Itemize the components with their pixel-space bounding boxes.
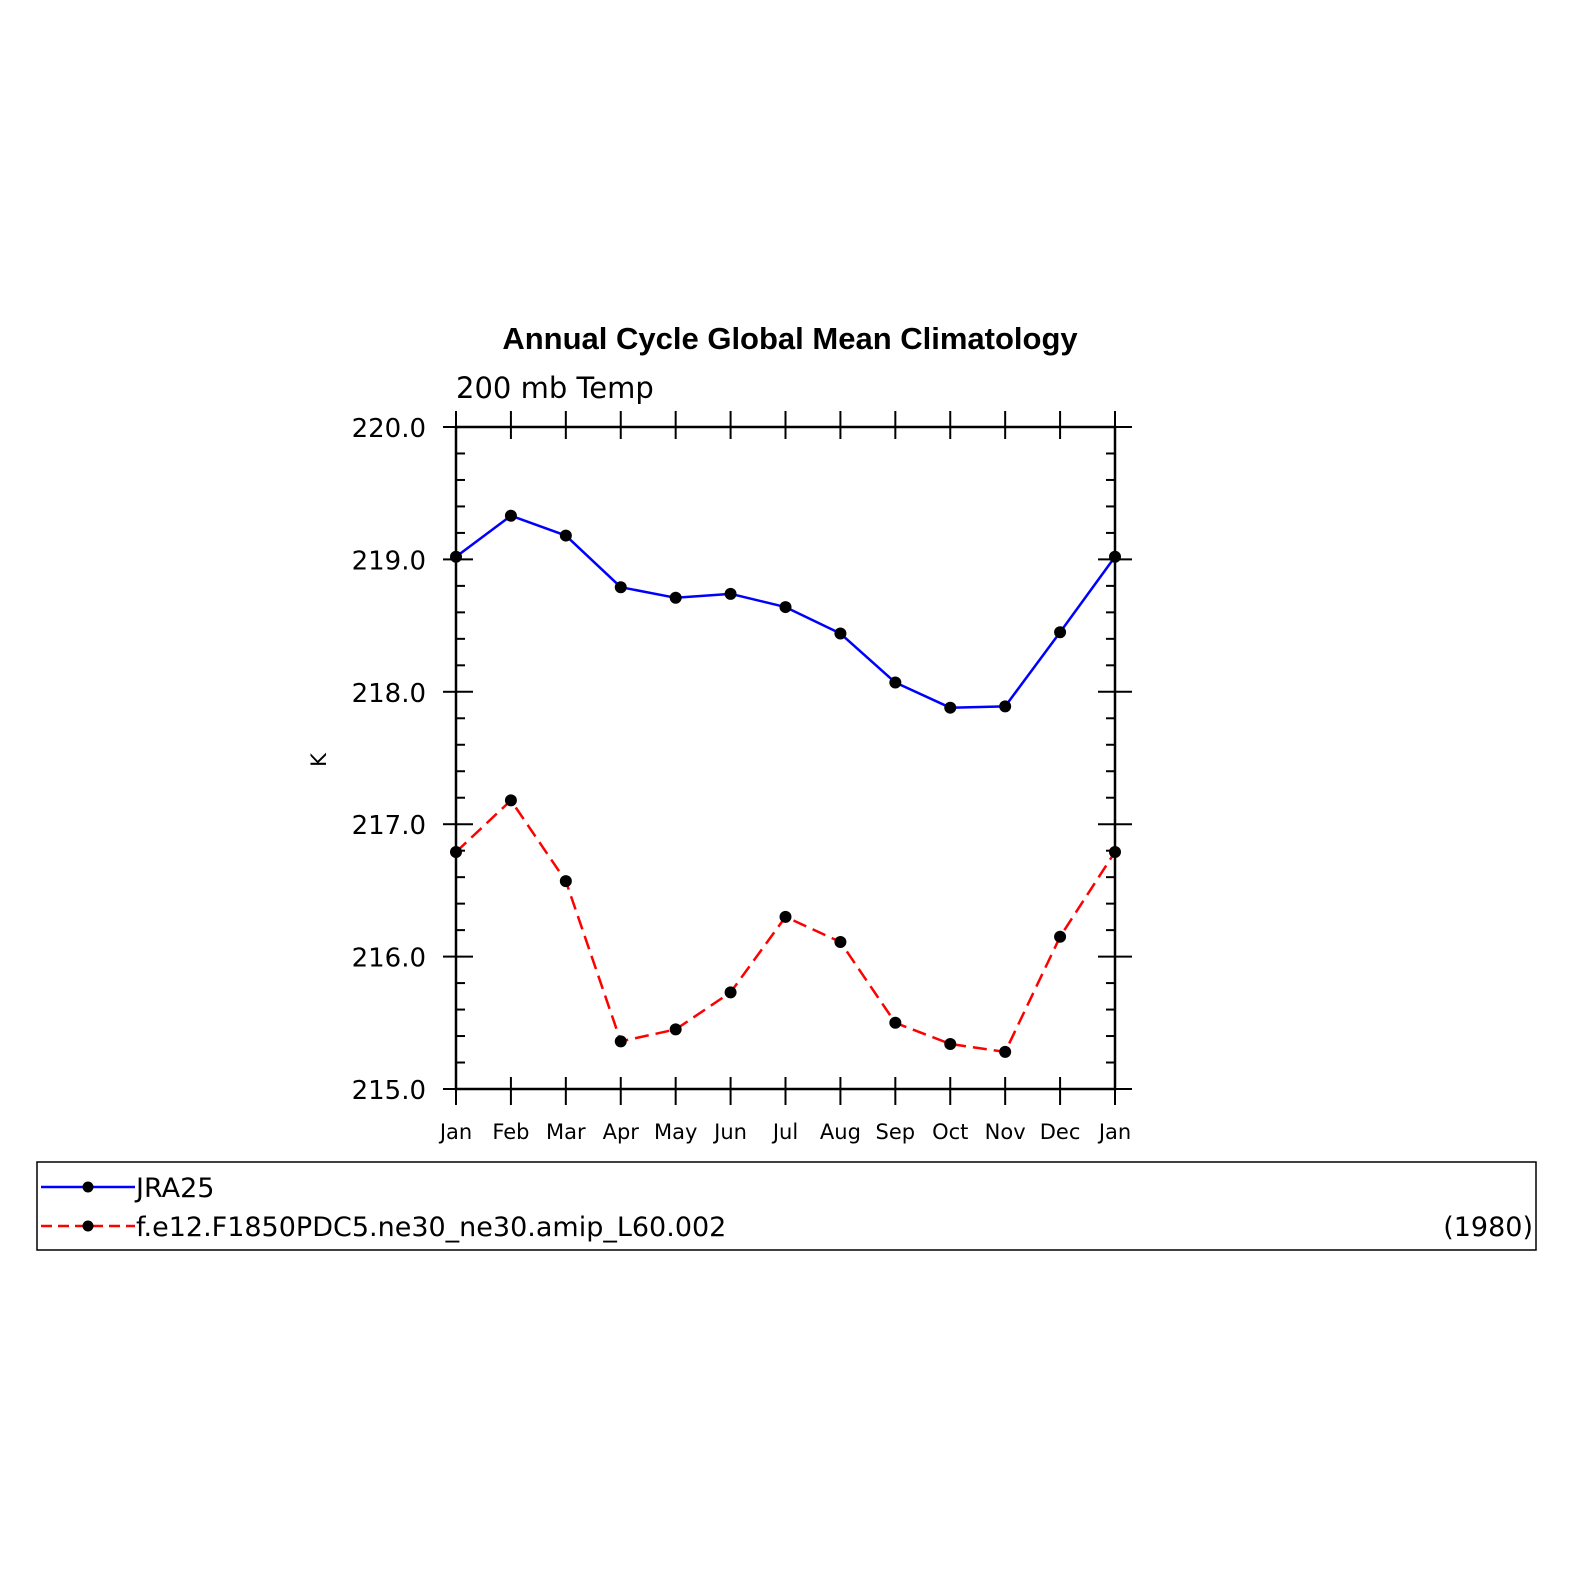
x-tick-label: Jan <box>438 1120 472 1144</box>
series-2-point <box>944 1037 957 1050</box>
x-tick-label: Aug <box>820 1120 861 1144</box>
series-2-point <box>1109 846 1121 859</box>
x-tick-label: Dec <box>1040 1120 1081 1144</box>
series-2-point <box>999 1045 1012 1058</box>
y-axis-label: K <box>307 752 331 767</box>
series-1-point <box>450 550 462 563</box>
legend-box <box>36 1161 1537 1251</box>
x-tick-label: Jan <box>1097 1120 1131 1144</box>
y-tick-label: 219.0 <box>352 546 426 576</box>
series-2-point <box>834 936 847 949</box>
series-2-point <box>559 875 572 888</box>
series-1-point <box>999 700 1012 713</box>
x-tick-label: Jul <box>771 1120 798 1144</box>
series-2-point <box>614 1035 627 1048</box>
legend-marker-series-2 <box>82 1220 94 1232</box>
x-tick-label: Oct <box>932 1120 968 1144</box>
series-1-point <box>779 601 792 614</box>
series-1-point <box>559 529 572 542</box>
series-2-point <box>669 1023 682 1036</box>
plot-frame <box>454 425 1117 1091</box>
x-tick-label: Feb <box>492 1120 529 1144</box>
series-1-point <box>669 591 682 604</box>
chart-title: Annual Cycle Global Mean Climatology <box>502 321 1078 356</box>
series-line-2 <box>455 799 1117 1054</box>
y-tick-label: 217.0 <box>352 811 426 841</box>
series-2-point <box>1054 930 1067 943</box>
series-2-point <box>504 794 517 807</box>
plot-border <box>454 425 1117 1091</box>
x-tick-label: Nov <box>985 1120 1026 1144</box>
y-axis: 215.0 216.0 217.0 218.0 219.0 220.0 <box>352 414 1132 1106</box>
y-tick-label: 220.0 <box>352 414 426 444</box>
series-2-point <box>889 1016 902 1029</box>
x-axis: Jan Feb Mar Apr May Jun Jul Aug Sep Oct Nov Dec Jan <box>438 411 1131 1144</box>
x-tick-label: Jun <box>712 1120 747 1144</box>
series-1-point <box>504 509 517 522</box>
x-tick-label: Apr <box>603 1120 640 1144</box>
chart-subtitle: 200 mb Temp <box>456 371 654 405</box>
legend-marker-series-1 <box>82 1181 94 1193</box>
x-tick-label: May <box>654 1120 697 1144</box>
y-tick-label: 215.0 <box>352 1076 426 1106</box>
legend-note: (1980) <box>1443 1212 1533 1243</box>
series-layer <box>450 509 1121 1058</box>
x-tick-label: Sep <box>876 1120 916 1144</box>
series-1-point <box>889 676 902 689</box>
series-1-point <box>724 587 737 600</box>
series-2-point <box>724 986 737 999</box>
series-1-point <box>1109 550 1121 563</box>
series-2-point <box>779 910 792 923</box>
y-tick-label: 218.0 <box>352 679 426 709</box>
x-tick-label: Mar <box>546 1120 586 1144</box>
legend-label-series-1: JRA25 <box>134 1173 214 1204</box>
series-1-point <box>834 627 847 640</box>
series-2-point <box>450 846 462 859</box>
series-1-point <box>1054 626 1067 639</box>
series-1-point <box>614 581 627 594</box>
series-1-point <box>944 701 957 714</box>
legend-label-series-2: f.e12.F1850PDC5.ne30_ne30.amip_L60.002 <box>136 1212 726 1243</box>
y-tick-label: 216.0 <box>352 944 426 974</box>
legend: JRA25 f.e12.F1850PDC5.ne30_ne30.amip_L60… <box>36 1161 1537 1251</box>
